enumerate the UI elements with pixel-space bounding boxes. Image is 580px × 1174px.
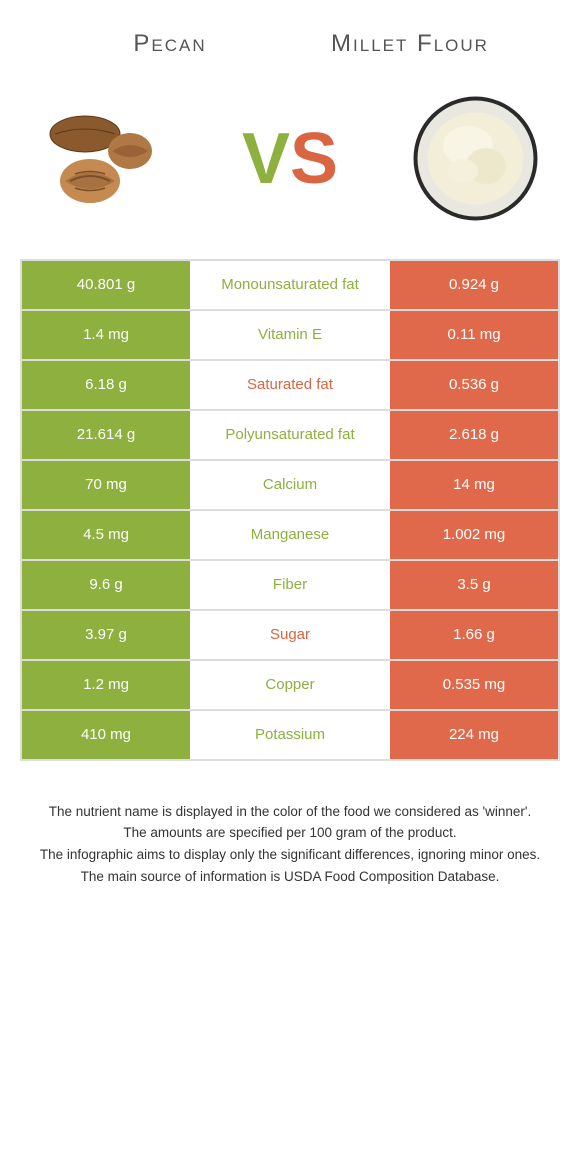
nutrient-label: Fiber bbox=[190, 561, 390, 609]
table-row: 1.2 mgCopper0.535 mg bbox=[22, 661, 558, 711]
nutrient-label: Sugar bbox=[190, 611, 390, 659]
value-left: 4.5 mg bbox=[22, 511, 190, 559]
vs-s: S bbox=[290, 119, 338, 199]
flour-image bbox=[405, 89, 545, 229]
table-row: 410 mgPotassium224 mg bbox=[22, 711, 558, 761]
value-right: 2.618 g bbox=[390, 411, 558, 459]
value-left: 21.614 g bbox=[22, 411, 190, 459]
value-right: 1.66 g bbox=[390, 611, 558, 659]
footer-line-2: The amounts are specified per 100 gram o… bbox=[25, 822, 555, 844]
value-left: 3.97 g bbox=[22, 611, 190, 659]
nutrient-label: Monounsaturated fat bbox=[190, 261, 390, 309]
value-left: 70 mg bbox=[22, 461, 190, 509]
nutrient-label: Copper bbox=[190, 661, 390, 709]
table-row: 9.6 gFiber3.5 g bbox=[22, 561, 558, 611]
nutrient-label: Polyunsaturated fat bbox=[190, 411, 390, 459]
nutrient-label: Saturated fat bbox=[190, 361, 390, 409]
footer-line-3: The infographic aims to display only the… bbox=[25, 844, 555, 866]
value-left: 1.4 mg bbox=[22, 311, 190, 359]
nutrient-label: Vitamin E bbox=[190, 311, 390, 359]
table-row: 3.97 gSugar1.66 g bbox=[22, 611, 558, 661]
table-row: 4.5 mgManganese1.002 mg bbox=[22, 511, 558, 561]
value-right: 0.11 mg bbox=[390, 311, 558, 359]
header: Pecan Millet Flour bbox=[0, 0, 580, 79]
table-row: 6.18 gSaturated fat0.536 g bbox=[22, 361, 558, 411]
value-right: 0.535 mg bbox=[390, 661, 558, 709]
table-row: 40.801 gMonounsaturated fat0.924 g bbox=[22, 261, 558, 311]
value-left: 9.6 g bbox=[22, 561, 190, 609]
vs-label: VS bbox=[242, 118, 338, 200]
table-row: 1.4 mgVitamin E0.11 mg bbox=[22, 311, 558, 361]
value-right: 224 mg bbox=[390, 711, 558, 759]
table-row: 21.614 gPolyunsaturated fat2.618 g bbox=[22, 411, 558, 461]
value-right: 1.002 mg bbox=[390, 511, 558, 559]
food-title-left: Pecan bbox=[50, 30, 290, 58]
nutrient-label: Potassium bbox=[190, 711, 390, 759]
value-left: 40.801 g bbox=[22, 261, 190, 309]
value-right: 0.536 g bbox=[390, 361, 558, 409]
value-left: 6.18 g bbox=[22, 361, 190, 409]
food-title-right: Millet Flour bbox=[290, 30, 530, 59]
footer-line-1: The nutrient name is displayed in the co… bbox=[25, 801, 555, 823]
pecan-image bbox=[35, 89, 175, 229]
nutrient-label: Manganese bbox=[190, 511, 390, 559]
vs-v: V bbox=[242, 119, 290, 199]
value-left: 410 mg bbox=[22, 711, 190, 759]
value-right: 3.5 g bbox=[390, 561, 558, 609]
footer-line-4: The main source of information is USDA F… bbox=[25, 866, 555, 888]
footer-notes: The nutrient name is displayed in the co… bbox=[0, 761, 580, 887]
value-left: 1.2 mg bbox=[22, 661, 190, 709]
value-right: 14 mg bbox=[390, 461, 558, 509]
nutrient-label: Calcium bbox=[190, 461, 390, 509]
table-row: 70 mgCalcium14 mg bbox=[22, 461, 558, 511]
value-right: 0.924 g bbox=[390, 261, 558, 309]
nutrient-table: 40.801 gMonounsaturated fat0.924 g1.4 mg… bbox=[20, 259, 560, 761]
images-row: VS bbox=[0, 79, 580, 259]
